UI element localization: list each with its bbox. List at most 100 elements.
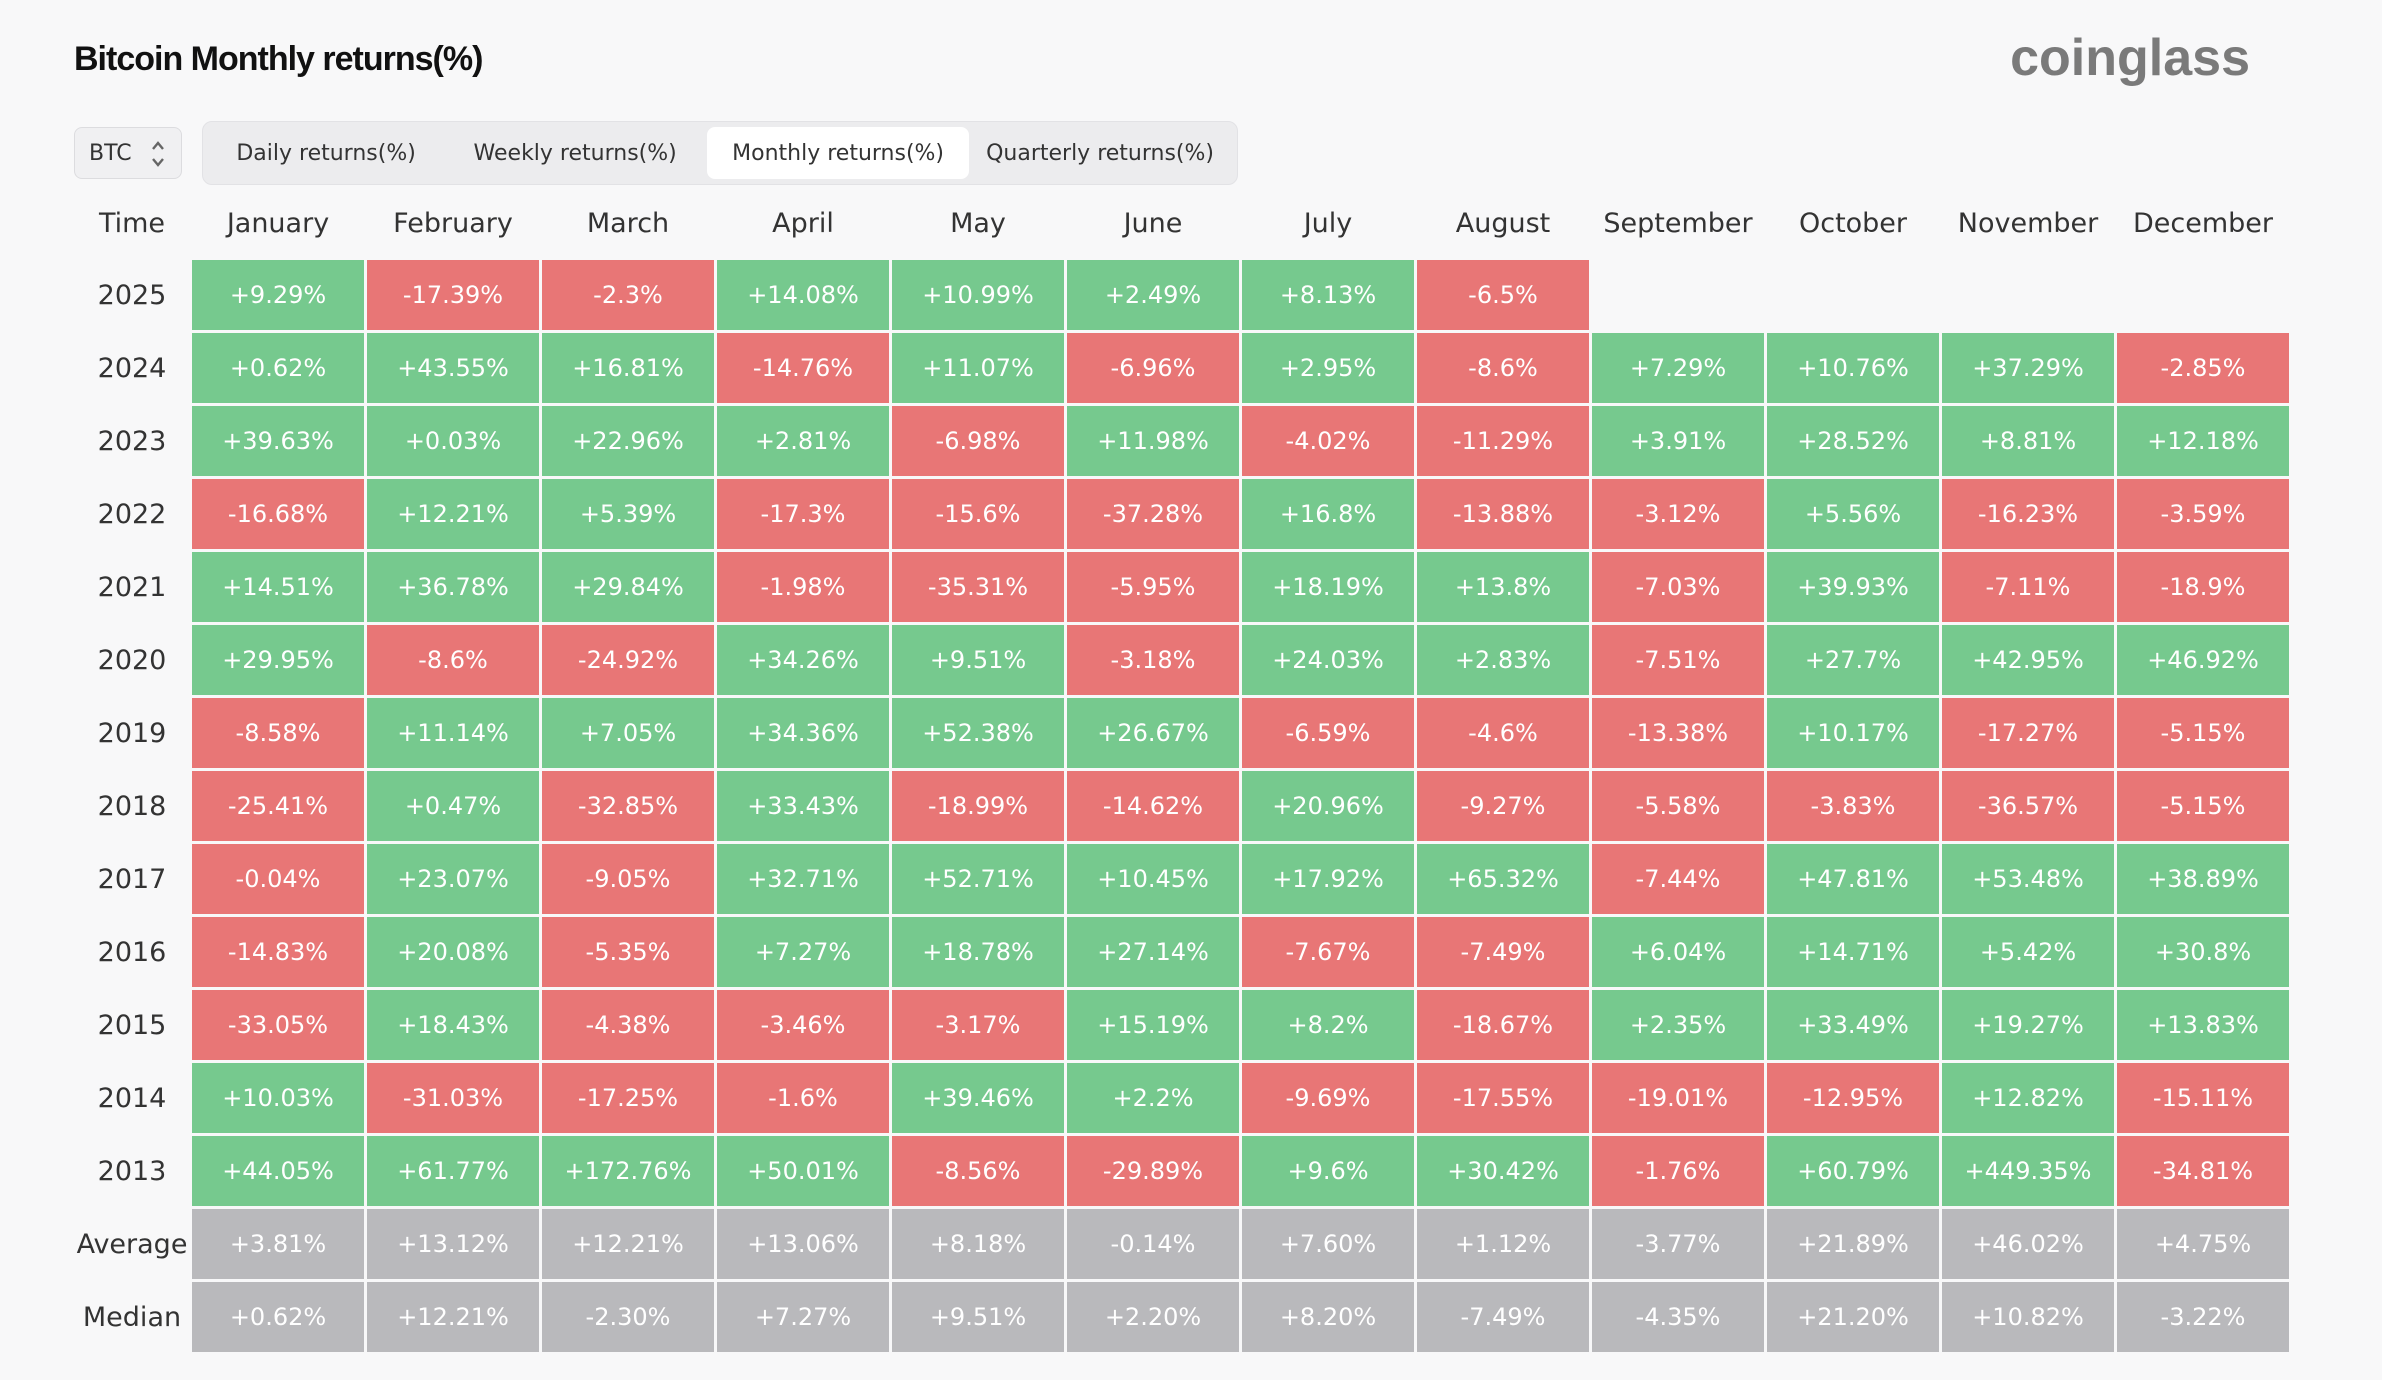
tab-quarterly-returns[interactable]: Quarterly returns(%) (986, 140, 1214, 166)
return-cell: -5.15% (2117, 698, 2289, 768)
return-cell: +29.84% (542, 552, 714, 622)
return-cell: +2.35% (1592, 990, 1764, 1060)
table-row-label: 2023 (97, 425, 167, 457)
return-cell: +10.03% (192, 1063, 364, 1133)
return-cell: -14.76% (717, 333, 889, 403)
return-cell: -15.6% (892, 479, 1064, 549)
table-row-label: 2017 (97, 863, 167, 895)
return-cell: +0.62% (192, 1282, 364, 1352)
tab-weekly-returns[interactable]: Weekly returns(%) (473, 140, 677, 166)
return-cell: +15.19% (1067, 990, 1239, 1060)
return-cell: -7.49% (1417, 917, 1589, 987)
return-cell: +29.95% (192, 625, 364, 695)
return-cell: +2.20% (1067, 1282, 1239, 1352)
return-cell: -2.85% (2117, 333, 2289, 403)
return-cell: -6.98% (892, 406, 1064, 476)
return-cell: +53.48% (1942, 844, 2114, 914)
table-row-label: Average (76, 1228, 188, 1260)
return-cell: -7.67% (1242, 917, 1414, 987)
return-cell: +34.26% (717, 625, 889, 695)
return-cell: -17.55% (1417, 1063, 1589, 1133)
return-cell: +9.51% (892, 1282, 1064, 1352)
updown-chevron-icon (152, 141, 164, 167)
return-cell: -17.39% (367, 260, 539, 330)
return-cell: -14.62% (1067, 771, 1239, 841)
return-cell: +10.99% (892, 260, 1064, 330)
return-cell: +13.8% (1417, 552, 1589, 622)
return-cell: +9.29% (192, 260, 364, 330)
return-cell: +14.08% (717, 260, 889, 330)
return-cell: -34.81% (2117, 1136, 2289, 1206)
return-cell: +1.12% (1417, 1209, 1589, 1279)
tab-daily-returns[interactable]: Daily returns(%) (236, 140, 416, 166)
return-cell: -1.98% (717, 552, 889, 622)
return-cell: -4.6% (1417, 698, 1589, 768)
return-cell: -4.35% (1592, 1282, 1764, 1352)
return-cell: -24.92% (542, 625, 714, 695)
return-cell: +21.89% (1767, 1209, 1939, 1279)
return-cell: +3.81% (192, 1209, 364, 1279)
return-cell: -8.58% (192, 698, 364, 768)
return-cell: -8.56% (892, 1136, 1064, 1206)
return-cell: +33.49% (1767, 990, 1939, 1060)
return-cell: +9.51% (892, 625, 1064, 695)
return-cell: +0.62% (192, 333, 364, 403)
return-cell: +37.29% (1942, 333, 2114, 403)
table-row-label: 2013 (97, 1155, 167, 1187)
return-cell: -36.57% (1942, 771, 2114, 841)
return-cell: +18.19% (1242, 552, 1414, 622)
return-cell: -8.6% (367, 625, 539, 695)
return-cell: +13.83% (2117, 990, 2289, 1060)
table-row-label: 2024 (97, 352, 167, 384)
return-cell: -17.3% (717, 479, 889, 549)
return-cell: -4.38% (542, 990, 714, 1060)
return-cell: +14.51% (192, 552, 364, 622)
table-header-month: March (586, 207, 670, 239)
return-cell: -6.5% (1417, 260, 1589, 330)
table-header-month: October (1798, 207, 1908, 239)
return-cell: -15.11% (2117, 1063, 2289, 1133)
return-cell: -35.31% (892, 552, 1064, 622)
tab-monthly-returns[interactable]: Monthly returns(%) (707, 127, 970, 179)
return-cell: +11.07% (892, 333, 1064, 403)
table-header-time: Time (98, 207, 166, 239)
return-cell: +50.01% (717, 1136, 889, 1206)
return-cell: +20.08% (367, 917, 539, 987)
return-cell: -7.44% (1592, 844, 1764, 914)
return-cell: -4.02% (1242, 406, 1414, 476)
return-cell: +14.71% (1767, 917, 1939, 987)
return-cell: +16.8% (1242, 479, 1414, 549)
return-cell: -3.77% (1592, 1209, 1764, 1279)
return-cell: +2.95% (1242, 333, 1414, 403)
return-cell: +30.8% (2117, 917, 2289, 987)
return-cell: +8.20% (1242, 1282, 1414, 1352)
return-cell: -32.85% (542, 771, 714, 841)
table-header-month: May (950, 207, 1006, 239)
return-cell: +39.46% (892, 1063, 1064, 1133)
return-cell: -7.49% (1417, 1282, 1589, 1352)
return-cell: +7.27% (717, 917, 889, 987)
return-cell: -5.15% (2117, 771, 2289, 841)
returns-tab-bar: Daily returns(%) Weekly returns(%) Month… (202, 121, 1238, 185)
table-row-label: 2022 (97, 498, 167, 530)
return-cell: +12.21% (542, 1209, 714, 1279)
return-cell: +52.38% (892, 698, 1064, 768)
return-cell: +34.36% (717, 698, 889, 768)
coin-selector[interactable]: BTC (74, 127, 182, 179)
return-cell: +42.95% (1942, 625, 2114, 695)
return-cell: +5.42% (1942, 917, 2114, 987)
return-cell: +10.76% (1767, 333, 1939, 403)
table-row-label: 2015 (97, 1009, 167, 1041)
table-row-label: 2019 (97, 717, 167, 749)
table-row-label: 2016 (97, 936, 167, 968)
table-row-label: 2020 (97, 644, 167, 676)
return-cell: +0.47% (367, 771, 539, 841)
return-cell: +5.56% (1767, 479, 1939, 549)
return-cell: +8.18% (892, 1209, 1064, 1279)
return-cell: +7.05% (542, 698, 714, 768)
return-cell: -5.35% (542, 917, 714, 987)
return-cell: -1.76% (1592, 1136, 1764, 1206)
table-row-label: 2025 (97, 279, 167, 311)
return-cell: -13.38% (1592, 698, 1764, 768)
return-cell: +8.2% (1242, 990, 1414, 1060)
